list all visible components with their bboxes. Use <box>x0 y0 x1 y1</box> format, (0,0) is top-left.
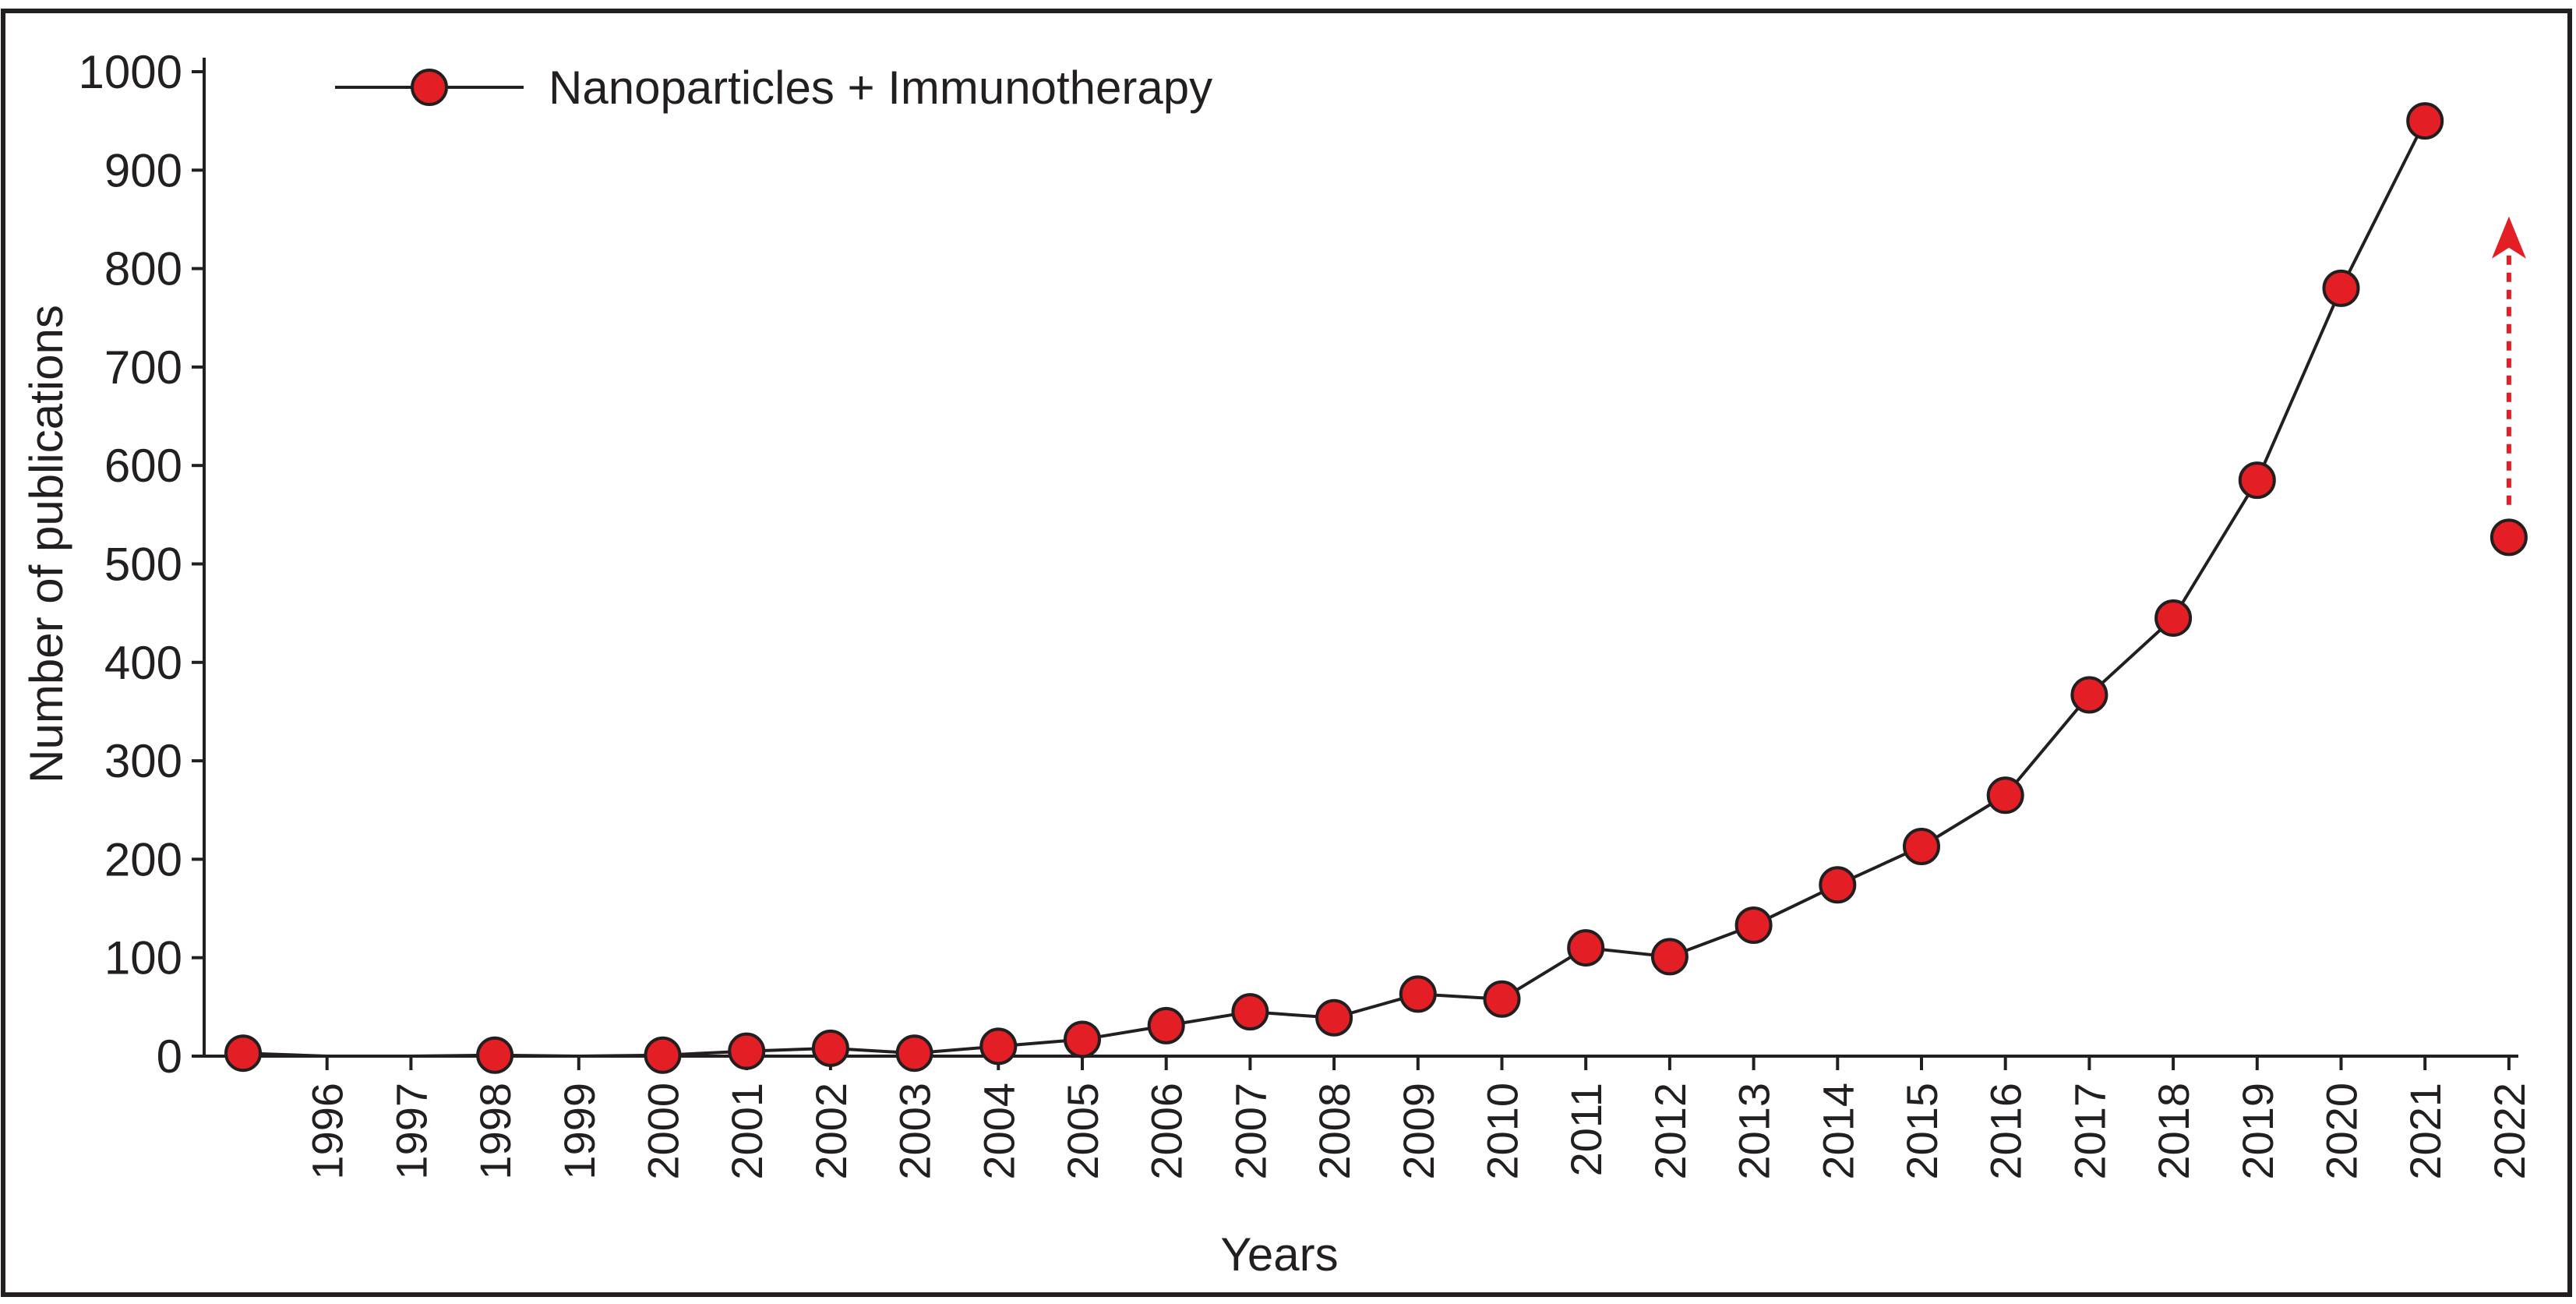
chart-frame <box>1 9 2572 1297</box>
y-tick-label: 500 <box>104 539 182 591</box>
data-point-marker <box>2406 102 2444 140</box>
x-tick-label: 2007 <box>1226 1083 1275 1180</box>
data-point-marker <box>476 1036 514 1074</box>
data-point-marker <box>811 1029 849 1067</box>
x-tick-label: 2011 <box>1561 1083 1611 1176</box>
y-tick-label: 0 <box>157 1030 182 1083</box>
data-point-marker <box>1399 975 1437 1013</box>
data-point-marker <box>1147 1006 1185 1044</box>
legend: Nanoparticles + Immunotherapy <box>335 62 1212 114</box>
x-tick-label: 1997 <box>386 1083 436 1180</box>
data-point-marker <box>644 1036 682 1074</box>
data-point-marker <box>2238 461 2276 500</box>
data-point-marker <box>1483 980 1521 1018</box>
x-tick-label: 2003 <box>891 1083 940 1180</box>
y-tick-label: 100 <box>104 932 182 984</box>
x-tick-label: 2009 <box>1394 1083 1443 1180</box>
y-tick-label: 1000 <box>79 46 182 98</box>
y-tick-label: 600 <box>104 440 182 492</box>
x-axis-ticks: 1996 1997 1998 1999 2000 2001 2002 2003 2004 2005… <box>303 1056 2534 1180</box>
data-point-marker <box>1819 866 1857 904</box>
y-tick-label: 700 <box>104 341 182 394</box>
x-tick-label: 2012 <box>1646 1083 1695 1180</box>
y-axis-ticks: 0 100 200 300 400 500 600 700 800 900 1000 <box>79 46 204 1083</box>
data-point-marker <box>979 1027 1018 1065</box>
y-tick-label: 900 <box>104 144 182 196</box>
y-tick-label: 800 <box>104 243 182 295</box>
x-tick-label: 2004 <box>974 1083 1023 1180</box>
data-point-marker <box>1064 1020 1101 1058</box>
data-point-marker <box>1315 998 1353 1037</box>
x-tick-label: 2005 <box>1058 1083 1107 1180</box>
x-tick-label: 2000 <box>639 1083 688 1180</box>
x-axis-title: Years <box>1220 1228 1338 1281</box>
x-tick-label: 2021 <box>2401 1083 2450 1180</box>
data-point-marker <box>2322 269 2360 307</box>
x-tick-label: 2020 <box>2317 1083 2366 1180</box>
data-point-marker <box>2154 599 2193 637</box>
x-tick-label: 2017 <box>2065 1083 2114 1180</box>
data-point-marker <box>1734 906 1773 945</box>
x-tick-label: 1996 <box>303 1083 352 1180</box>
data-point-marker <box>1567 929 1605 967</box>
y-tick-label: 200 <box>104 833 182 885</box>
x-tick-label: 2016 <box>1981 1083 2031 1180</box>
x-tick-label: 2015 <box>1897 1083 1946 1180</box>
legend-label: Nanoparticles + Immunotherapy <box>549 62 1212 114</box>
x-tick-label: 2010 <box>1478 1083 1527 1180</box>
arrow-head-icon <box>2491 216 2526 259</box>
x-tick-label: 2002 <box>806 1083 856 1180</box>
data-point-marker <box>224 1034 262 1073</box>
y-axis-title: Number of publications <box>20 305 72 783</box>
series-group <box>224 102 2528 1074</box>
data-point-marker <box>728 1032 766 1070</box>
annotations-group <box>2491 216 2526 505</box>
data-point-marker <box>1231 993 1269 1031</box>
x-tick-label: 2018 <box>2149 1083 2198 1180</box>
x-tick-label: 2008 <box>1310 1083 1359 1180</box>
data-point-marker <box>1903 827 1940 865</box>
data-point-marker <box>1650 938 1689 976</box>
data-point-marker <box>1986 776 2024 815</box>
y-tick-label: 300 <box>104 735 182 787</box>
x-tick-label: 2014 <box>1813 1083 1862 1180</box>
x-tick-label: 1999 <box>555 1083 604 1180</box>
x-tick-label: 2006 <box>1142 1083 1191 1180</box>
data-point-marker <box>895 1034 933 1073</box>
legend-marker <box>411 69 448 106</box>
data-point-marker <box>2070 676 2108 714</box>
x-tick-label: 2013 <box>1730 1083 1779 1180</box>
x-tick-label: 2001 <box>722 1083 771 1180</box>
x-tick-label: 1998 <box>471 1083 520 1180</box>
data-point-marker-2022 <box>2490 518 2528 557</box>
x-tick-label: 2022 <box>2485 1083 2534 1180</box>
x-tick-label: 2019 <box>2233 1083 2282 1180</box>
y-tick-label: 400 <box>104 637 182 689</box>
